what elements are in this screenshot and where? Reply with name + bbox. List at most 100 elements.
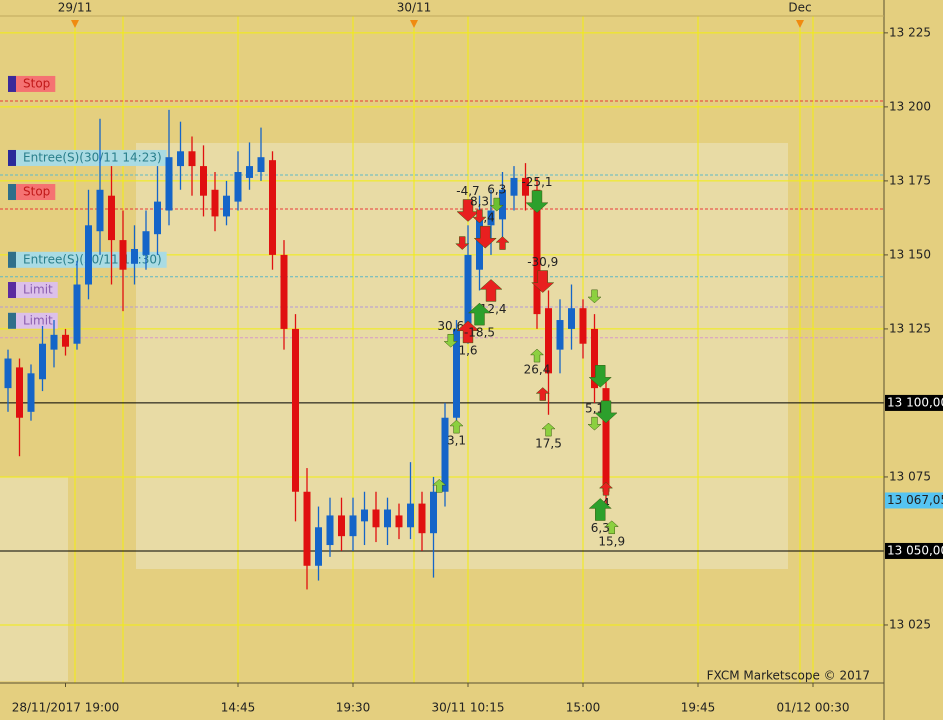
order-label-bg: [8, 149, 167, 166]
trade-arrow: [449, 419, 464, 434]
y-tick-label: 13 125: [889, 321, 931, 335]
candle-body: [556, 320, 564, 350]
level-label-bg: [885, 394, 943, 411]
x-tick-label: 15:00: [566, 701, 601, 715]
order-label: Limit: [23, 283, 53, 297]
footer: FXCM Marketscope © 2017: [707, 669, 870, 683]
trade-arrow: [588, 365, 612, 388]
trade-label: 17,5: [535, 437, 562, 451]
trade-arrow: [535, 387, 550, 401]
trade-arrow: [587, 289, 602, 304]
order-marker: [8, 312, 16, 329]
order-label-bg: [8, 75, 56, 92]
trade-label: 30,6: [437, 319, 464, 333]
trade-arrow: [531, 270, 555, 293]
level-label-bg: [885, 542, 943, 559]
trade-arrow: [495, 236, 510, 250]
order-marker: [8, 282, 16, 299]
candle-body: [372, 509, 380, 528]
candle-body: [4, 358, 12, 389]
candle-body: [464, 254, 472, 329]
last-price-bg: [885, 492, 943, 509]
trade-label: -25,1: [521, 175, 552, 189]
candle-body: [453, 328, 460, 418]
trade-label: 3,1: [447, 434, 466, 448]
trade-arrow: [455, 236, 470, 250]
trade-arrow: [604, 520, 619, 535]
candle-body: [499, 189, 506, 220]
trade-arrow: [443, 334, 458, 348]
candle-body: [591, 328, 598, 389]
candle-body: [246, 166, 253, 178]
x-tick-label: 30/11 10:15: [432, 701, 505, 715]
top-date-label: Dec: [788, 1, 811, 15]
candle-body: [487, 210, 495, 226]
candle-body: [545, 308, 552, 374]
candle-body: [441, 417, 449, 492]
orders: Stop Entree(S)(30/11 14:23) Stop Entree(S)(…: [0, 75, 884, 339]
candle-body: [200, 166, 207, 196]
trade-label: 6,3: [487, 183, 506, 197]
axes: 13 025 13 075 13 125 13 150 13 175 13 200 13 2…: [12, 1, 943, 715]
candle-body: [223, 195, 230, 217]
trade-label: -18,5: [464, 326, 495, 340]
x-tick-label: 01/12 00:30: [777, 701, 850, 715]
candle-body: [510, 177, 518, 196]
candle-body: [62, 334, 69, 347]
y-tick-label: 13 225: [889, 25, 931, 39]
y-tick-label: 13 025: [889, 617, 931, 631]
trade-arrow: [467, 302, 492, 326]
candle-body: [39, 343, 46, 380]
trade-label: -4,7: [456, 184, 479, 198]
y-tick-label: 13 075: [889, 469, 931, 483]
order-marker: [8, 75, 16, 92]
y-tick-label: 13 200: [889, 99, 931, 113]
candle-body: [257, 157, 265, 173]
date-marker: [410, 20, 418, 28]
candle-body: [108, 195, 115, 241]
candle-body: [522, 177, 529, 196]
candle-body: [395, 515, 403, 528]
y-tick-label: 13 150: [889, 247, 931, 261]
trade-arrow: [525, 190, 549, 213]
candle-body: [177, 151, 184, 167]
candle-body: [119, 240, 127, 270]
x-tick-label: 19:30: [336, 701, 371, 715]
candle-body: [50, 334, 58, 350]
order-marker: [8, 184, 16, 201]
candle-body: [418, 503, 426, 534]
trade-label: 26,4: [524, 363, 551, 377]
candle-body: [27, 373, 35, 412]
trade-arrow: [598, 481, 614, 496]
trade-arrow: [529, 348, 545, 363]
candle-body: [234, 172, 242, 202]
candle-body: [131, 248, 138, 264]
order-label-bg: [8, 282, 58, 299]
last-price-label: 13 067,05: [887, 493, 943, 507]
trade-label: 6,3: [591, 521, 610, 535]
candle-body: [602, 388, 610, 492]
candle-body: [292, 328, 299, 492]
trade-arrow: [432, 478, 447, 493]
trade-arrow: [456, 320, 480, 344]
candle-body: [579, 308, 587, 344]
candle-body: [96, 189, 104, 232]
date-marker: [71, 20, 79, 28]
order-label: Stop: [23, 76, 50, 90]
trade-arrow: [479, 279, 503, 302]
order-marker: [8, 149, 16, 166]
candle-body: [407, 503, 414, 528]
candle-body: [73, 284, 81, 344]
candle-body: [476, 219, 483, 270]
trade-arrow: [587, 416, 602, 431]
order-marker: [8, 251, 16, 268]
trade-arrow: [472, 209, 487, 224]
trade-arrow: [473, 225, 497, 249]
trade-label: 15,9: [598, 534, 625, 548]
y-tick-label: 13 175: [889, 173, 931, 187]
trade-arrow: [588, 498, 612, 521]
trade-label: 1,6: [458, 343, 477, 357]
trade-arrow: [594, 400, 618, 424]
x-tick-label: 14:45: [221, 701, 256, 715]
